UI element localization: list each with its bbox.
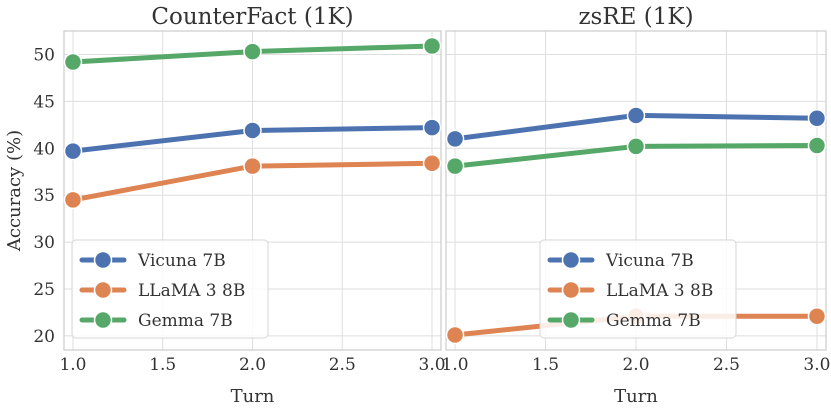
data-point (63, 52, 83, 72)
x-tick-label: 1.0 (59, 355, 86, 375)
data-point (807, 109, 827, 128)
plot-frame (445, 30, 827, 351)
legend: Vicuna 7B LLaMA 3 8B Gemma 7B (71, 239, 269, 339)
y-tick-label: 25 (33, 280, 55, 300)
data-point (807, 136, 827, 155)
data-point (243, 42, 262, 61)
x-tick-label: 1.5 (149, 355, 176, 375)
y-tick-label: 35 (33, 186, 55, 206)
legend-label: Vicuna 7B (605, 251, 694, 271)
x-tick-label: 2.0 (622, 355, 649, 375)
chart-panel-2: 1.0 1.5 2.0 2.5 3.0 zsRE (1K) Turn Vicuna 7B LLa… (442, 4, 831, 407)
data-point (807, 306, 827, 326)
chart-title: zsRE (1K) (578, 4, 693, 30)
legend-label: Gemma 7B (606, 311, 701, 331)
legend-label: Vicuna 7B (137, 251, 226, 271)
y-tick-label: 30 (33, 233, 55, 253)
legend-marker (561, 280, 581, 300)
legend-marker (93, 280, 113, 300)
legend-marker (93, 310, 113, 330)
data-point (243, 156, 262, 176)
data-point (445, 129, 465, 149)
data-point (422, 118, 442, 137)
data-point (422, 154, 442, 173)
legend-label: LLaMA 3 8B (606, 281, 713, 301)
y-tick-label: 40 (33, 139, 55, 159)
data-point (422, 36, 442, 56)
chart-panel-1: 1.0 1.5 2.0 2.5 3.0 20 25 30 35 40 45 50 CounterFact… (4, 4, 446, 407)
x-axis-label: Turn (231, 386, 275, 407)
data-point (243, 121, 262, 140)
legend-marker (93, 250, 113, 270)
legend-box (539, 239, 737, 339)
chart-title: CounterFact (1K) (151, 4, 353, 30)
x-tick-label: 1.0 (442, 355, 469, 375)
legend-box (71, 239, 269, 339)
legend-marker (561, 310, 581, 330)
x-tick-label: 2.5 (713, 355, 740, 375)
x-tick-label: 2.5 (329, 355, 356, 375)
y-tick-label: 50 (33, 45, 55, 65)
legend: Vicuna 7B LLaMA 3 8B Gemma 7B (539, 239, 737, 339)
data-point (445, 156, 465, 176)
legend-label: LLaMA 3 8B (138, 281, 245, 301)
x-axis-label: Turn (614, 386, 658, 407)
data-point (63, 190, 83, 210)
y-tick-label: 45 (33, 92, 55, 112)
legend-marker (561, 250, 581, 270)
data-point (445, 325, 465, 345)
plot-frame (63, 30, 442, 351)
data-point (626, 137, 646, 156)
data-point (63, 141, 83, 161)
x-tick-label: 3.0 (803, 355, 830, 375)
x-tick-label: 1.5 (532, 355, 559, 375)
legend-label: Gemma 7B (138, 311, 233, 331)
y-tick-label: 20 (33, 327, 55, 347)
y-axis-label: Accuracy (%) (4, 130, 25, 252)
x-tick-label: 3.0 (419, 355, 446, 375)
x-tick-label: 2.0 (239, 355, 266, 375)
data-point (626, 106, 646, 125)
